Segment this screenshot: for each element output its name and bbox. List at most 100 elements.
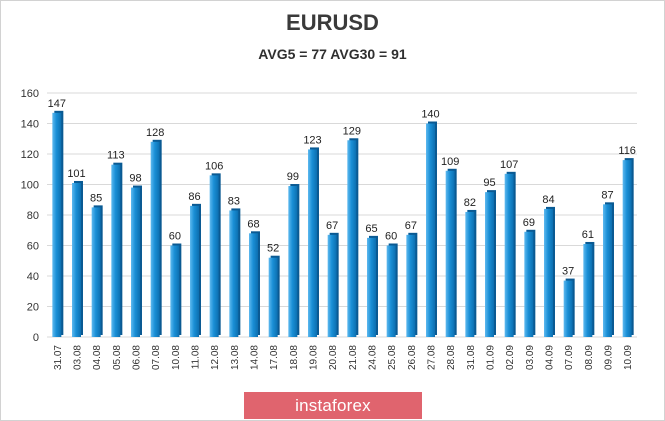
bar-10.09	[622, 160, 632, 337]
data-label: 85	[90, 192, 102, 204]
y-tick-label: 100	[21, 180, 39, 192]
x-tick-label: 12.08	[210, 345, 221, 370]
x-tick-label: 07.09	[564, 345, 575, 370]
data-label: 67	[326, 220, 338, 232]
x-tick-label: 10.09	[623, 345, 634, 370]
y-tick-label: 120	[21, 149, 39, 161]
data-label: 109	[441, 156, 459, 168]
x-tick-label: 05.08	[112, 345, 123, 370]
bar-31.07	[52, 112, 62, 337]
data-label: 86	[188, 191, 200, 203]
x-tick-label: 04.09	[545, 345, 556, 370]
data-label: 113	[107, 150, 125, 162]
bar-08.09	[583, 243, 593, 337]
x-tick-label: 25.08	[387, 345, 398, 370]
data-label: 67	[405, 220, 417, 232]
y-tick-label: 20	[27, 302, 39, 314]
x-tick-label: 09.09	[604, 345, 615, 370]
data-label: 106	[205, 160, 223, 172]
bar-03.09	[524, 231, 534, 337]
data-label: 83	[228, 195, 240, 207]
x-tick-label: 03.09	[525, 345, 536, 370]
bar-27.08	[426, 123, 435, 337]
grid-lines	[47, 92, 637, 338]
bar-14.08	[249, 233, 258, 337]
x-tick-label: 27.08	[427, 345, 438, 370]
instaforex-watermark: instaforex	[244, 392, 422, 419]
bars	[52, 110, 634, 337]
data-label: 98	[129, 173, 141, 185]
x-tick-label: 24.08	[368, 345, 379, 370]
y-tick-label: 60	[27, 241, 39, 253]
data-label: 129	[343, 125, 361, 137]
data-label: 116	[618, 145, 636, 157]
data-label: 128	[146, 127, 164, 139]
data-label: 101	[67, 168, 85, 180]
bar-06.08	[131, 187, 140, 337]
bar-20.08	[327, 234, 337, 337]
data-label: 107	[500, 159, 518, 171]
bar-13.08	[229, 210, 239, 337]
bar-04.09	[544, 208, 553, 337]
x-tick-label: 10.08	[171, 345, 182, 370]
x-tick-label: 04.08	[92, 345, 103, 370]
data-labels: 147 101 85 113 98 128 60 86 106 83 68 52 99 123 67 129 6…	[48, 98, 636, 278]
x-tick-label: 11.08	[191, 345, 202, 370]
bar-31.08	[465, 211, 475, 337]
y-axis-ticks: 0 20 40 60 80 100 120 140 160	[21, 88, 39, 344]
bar-10.08	[170, 245, 180, 337]
y-tick-label: 80	[27, 210, 39, 222]
bar-12.08	[209, 175, 219, 337]
y-tick-label: 40	[27, 271, 39, 283]
data-label: 52	[267, 243, 279, 255]
x-tick-label: 08.09	[584, 345, 595, 370]
bar-09.09	[603, 204, 612, 337]
data-label: 61	[582, 229, 594, 241]
bar-17.08	[268, 257, 278, 337]
bar-05.08	[111, 164, 121, 337]
bar-01.09	[485, 192, 494, 337]
x-tick-label: 07.08	[151, 345, 162, 370]
bar-03.08	[72, 182, 81, 337]
y-tick-label: 140	[21, 119, 39, 131]
y-tick-label: 0	[33, 332, 39, 344]
data-label: 99	[287, 171, 299, 183]
data-label: 65	[365, 223, 377, 235]
x-tick-label: 28.08	[446, 345, 457, 370]
bar-19.08	[308, 149, 317, 337]
bar-28.08	[445, 170, 455, 337]
bar-11.08	[190, 205, 199, 337]
bar-21.08	[347, 140, 357, 337]
x-tick-label: 14.08	[250, 345, 261, 370]
x-tick-label: 01.09	[486, 345, 497, 370]
x-tick-label: 03.08	[73, 345, 84, 370]
data-label: 68	[247, 218, 259, 230]
x-axis-ticks: 31.07 03.08 04.08 05.08 06.08 07.08 10.08 11.08…	[53, 345, 634, 370]
data-label: 60	[385, 231, 397, 243]
data-label: 60	[169, 231, 181, 243]
data-label: 123	[303, 134, 321, 146]
x-tick-label: 13.08	[230, 345, 241, 370]
x-tick-label: 21.08	[348, 345, 359, 370]
chart-title: EURUSD	[286, 10, 379, 35]
data-label: 69	[523, 217, 535, 229]
bar-07.09	[563, 280, 573, 337]
data-label: 95	[483, 177, 495, 189]
bar-26.08	[406, 234, 416, 337]
data-label: 140	[421, 109, 439, 121]
chart-subtitle: AVG5 = 77 AVG30 = 91	[258, 46, 407, 62]
data-label: 82	[464, 197, 476, 209]
data-label: 84	[542, 194, 554, 206]
bar-02.09	[504, 173, 514, 337]
data-label: 87	[601, 189, 613, 201]
bar-07.08	[150, 141, 160, 337]
x-tick-label: 17.08	[269, 345, 280, 370]
x-tick-label: 06.08	[132, 345, 143, 370]
x-tick-label: 19.08	[309, 345, 320, 370]
x-tick-label: 20.08	[328, 345, 339, 370]
x-tick-label: 26.08	[407, 345, 418, 370]
bar-18.08	[288, 186, 298, 337]
x-tick-label: 31.07	[53, 345, 64, 370]
x-tick-label: 31.08	[466, 345, 477, 370]
